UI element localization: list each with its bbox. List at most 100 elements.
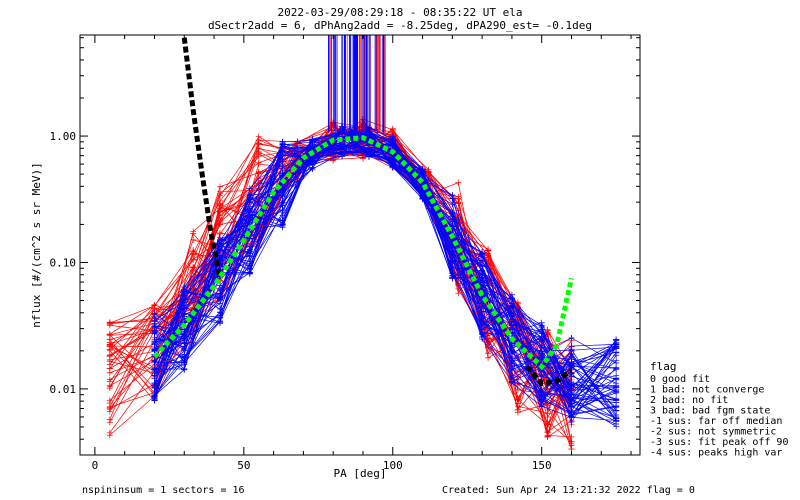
red-bundle-point [190, 267, 197, 274]
red-bundle-point [485, 341, 492, 348]
red-bundle-line [109, 137, 572, 434]
blue-bundle-point [568, 411, 575, 418]
legend-title: flag [650, 360, 677, 373]
blue-bundle-point [246, 252, 253, 259]
chart-title: 2022-03-29/08:29:18 - 08:35:22 UT ela [277, 6, 522, 19]
blue-bundle-point [568, 353, 575, 360]
legend-entry: 2 bad: no fit [650, 395, 728, 406]
blue-bundle-point [508, 324, 515, 331]
red-bundle-point [514, 397, 521, 404]
blue-bundle-line [154, 126, 617, 423]
blue-bundle-point [479, 308, 486, 315]
blue-bundle-line [154, 140, 617, 352]
blue-bundle-line [154, 131, 617, 417]
y-tick-label: 0.10 [50, 256, 77, 269]
blue-bundle-point [568, 391, 575, 398]
red-bundle-point [294, 138, 301, 145]
blue-bundle-point [613, 364, 620, 371]
legend: 0 good fit 1 bad: not converge 2 bad: no… [650, 374, 788, 459]
blue-bundle-point [246, 266, 253, 273]
red-bundle-point [485, 252, 492, 259]
blue-bundle-point [568, 334, 575, 341]
blue-bundle-line [154, 131, 617, 412]
blue-bundle-line [154, 126, 617, 411]
red-bundle-point [190, 230, 197, 237]
blue-bundle-point [449, 258, 456, 265]
y-tick-label: 0.01 [50, 383, 77, 396]
data-layer [106, 35, 620, 453]
blue-bundle-point [181, 332, 188, 339]
blue-bundle-point [449, 266, 456, 273]
blue-bundle-point [151, 324, 158, 331]
red-bundle-point [106, 416, 113, 423]
footer-left: nspininsum = 1 sectors = 16 [82, 485, 245, 496]
blue-bundle-point [479, 321, 486, 328]
blue-bundle-point [389, 141, 396, 148]
red-bundle [106, 116, 575, 453]
red-bundle-point [255, 153, 262, 160]
red-bundle-line [109, 125, 572, 414]
red-bundle-point [455, 196, 462, 203]
red-bundle-point [106, 331, 113, 338]
blue-bundle-point [613, 407, 620, 414]
blue-bundle-point [151, 395, 158, 402]
blue-bundle-point [479, 262, 486, 269]
blue-bundle-point [568, 361, 575, 368]
blue-bundle-point [538, 326, 545, 333]
black-fit-left [181, 37, 223, 279]
legend-entry: 0 good fit [650, 374, 710, 385]
blue-bundle-point [508, 313, 515, 320]
blue-bundle-point [538, 392, 545, 399]
blue-bundle-point [279, 187, 286, 194]
red-bundle-point [544, 402, 551, 409]
blue-bundle-point [339, 150, 346, 157]
red-bundle-point [217, 183, 223, 190]
red-bundle-point [106, 429, 113, 436]
blue-bundle-point [389, 155, 396, 162]
chart-subtitle: dSectr2add = 6, dPhAng2add = -8.25deg, d… [208, 19, 592, 32]
axes-layer: 0 50 100 150 0.01 0.10 1.00 [50, 35, 640, 472]
red-bundle-point [151, 302, 158, 309]
red-bundle-point [190, 256, 197, 263]
blue-bundle-point [508, 295, 515, 302]
peak-spikes [328, 35, 386, 134]
red-bundle-point [255, 137, 262, 144]
blue-bundle-point [508, 360, 515, 367]
red-bundle-point [190, 247, 197, 254]
blue-bundle-point [217, 319, 223, 326]
red-bundle-point [455, 290, 462, 297]
red-bundle-point [217, 200, 223, 207]
blue-bundle [151, 123, 620, 430]
blue-bundle-point [151, 347, 158, 354]
legend-entry: 1 bad: not converge [650, 385, 764, 396]
x-tick-label: 50 [237, 459, 250, 472]
red-bundle-point [544, 429, 551, 436]
blue-bundle-line [154, 126, 617, 413]
blue-bundle-line [154, 143, 617, 401]
blue-bundle-point [508, 367, 515, 374]
black-fit-right [524, 364, 573, 387]
red-bundle-point [106, 347, 113, 354]
red-bundle-point [544, 418, 551, 425]
footer-right: Created: Sun Apr 24 13:21:32 2022 flag =… [442, 485, 695, 496]
blue-bundle-point [217, 309, 223, 316]
blue-bundle-point [613, 389, 620, 396]
blue-bundle-point [479, 249, 486, 256]
blue-bundle-point [151, 356, 158, 363]
blue-bundle-line [154, 128, 617, 403]
blue-bundle-point [365, 145, 372, 152]
blue-bundle-point [613, 375, 620, 382]
legend-entry: -2 sus: not symmetric [650, 427, 776, 438]
blue-bundle-point [613, 341, 620, 348]
blue-bundle-point [568, 373, 575, 380]
blue-bundle-point [613, 395, 620, 402]
blue-bundle-point [568, 398, 575, 405]
blue-bundle-point [538, 319, 545, 326]
red-bundle-line [109, 132, 572, 438]
blue-bundle-point [449, 201, 456, 208]
y-tick-label: 1.00 [50, 130, 77, 143]
blue-bundle-point [389, 135, 396, 142]
blue-bundle-point [279, 140, 286, 147]
blue-bundle-point [479, 279, 486, 286]
